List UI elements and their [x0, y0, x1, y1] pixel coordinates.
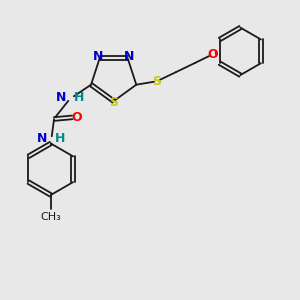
Text: N: N: [93, 50, 103, 63]
Text: O: O: [207, 48, 217, 61]
Text: N: N: [56, 92, 67, 104]
Text: H: H: [74, 92, 84, 104]
Text: S: S: [109, 96, 118, 109]
Text: S: S: [152, 75, 161, 88]
Text: CH₃: CH₃: [40, 212, 61, 222]
Text: N: N: [37, 132, 47, 146]
Text: O: O: [71, 111, 82, 124]
Text: H: H: [55, 132, 65, 146]
Text: N: N: [124, 50, 134, 63]
